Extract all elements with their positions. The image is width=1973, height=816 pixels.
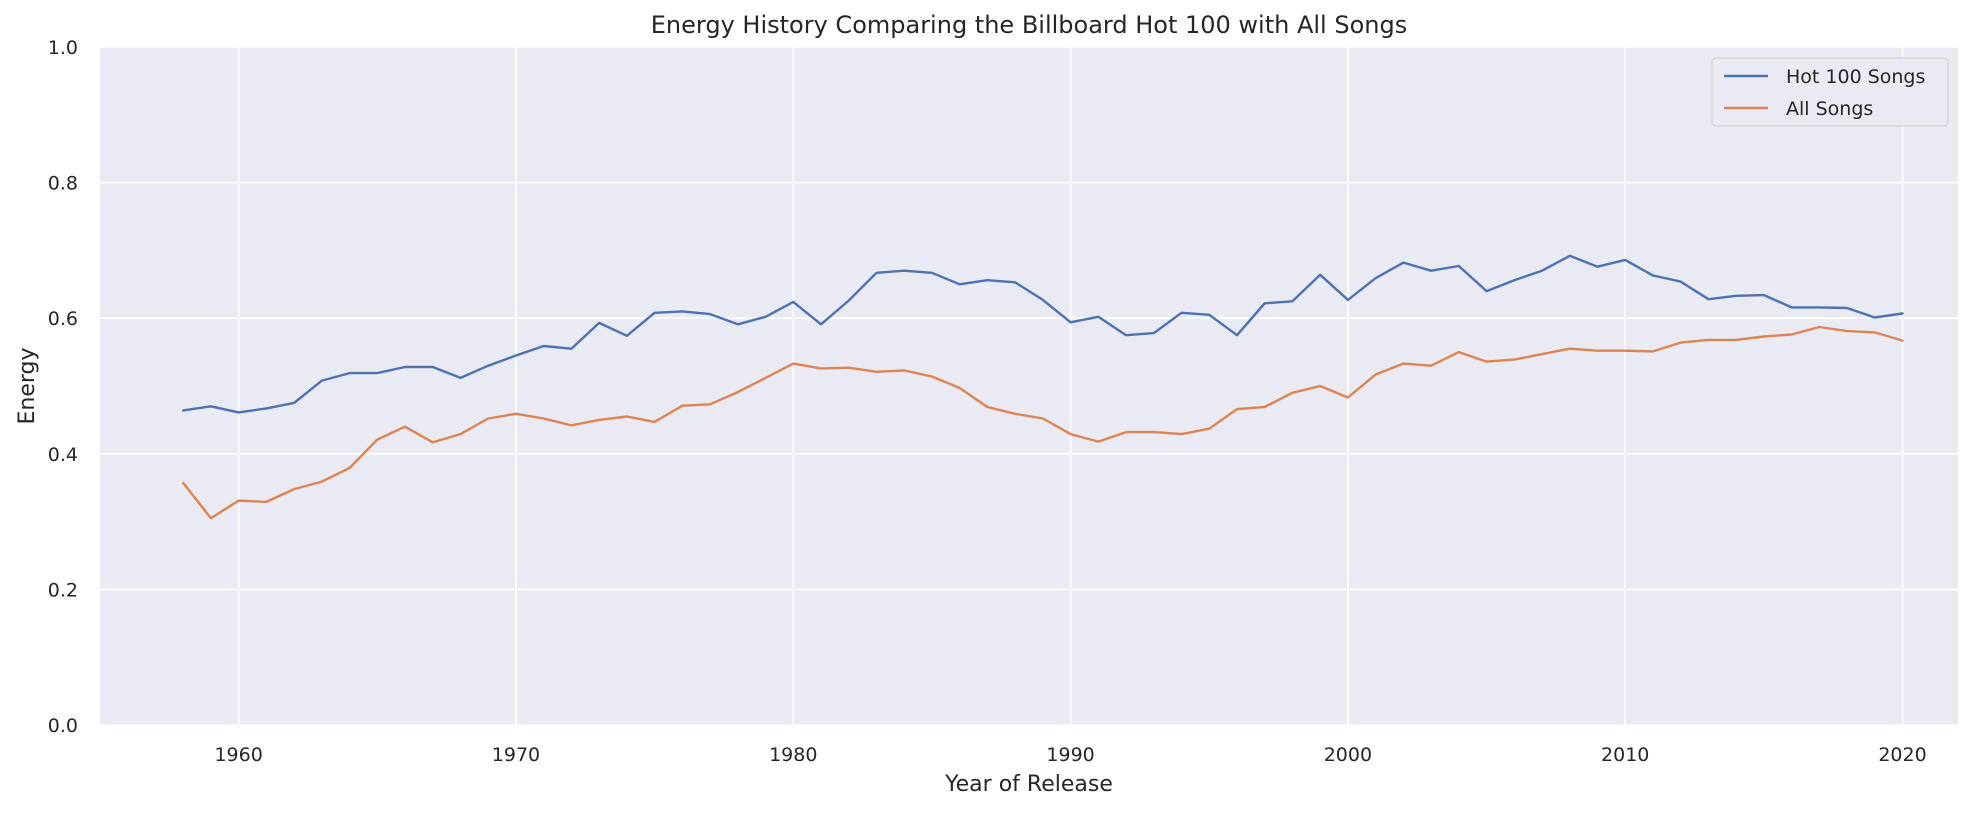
legend-box	[1711, 57, 1949, 127]
x-tick-label: 2000	[1324, 744, 1372, 766]
x-tick-label: 1970	[492, 744, 540, 766]
x-axis-ticks: 1960 1970 1980 1990 2000 2010 2020	[214, 744, 1926, 766]
series-lines	[181, 254, 1904, 520]
x-tick-label: 2010	[1601, 744, 1649, 766]
y-tick-label: 1.0	[48, 37, 78, 59]
grid-lines	[100, 46, 1958, 726]
y-tick-label: 0.6	[48, 308, 78, 330]
legend-label: All Songs	[1786, 98, 1873, 120]
series-line-hot-100-songs	[181, 254, 1904, 414]
legend-label: Hot 100 Songs	[1786, 66, 1925, 88]
y-axis-label: Energy	[15, 347, 40, 424]
y-tick-label: 0.4	[48, 444, 78, 466]
x-tick-label: 2020	[1878, 744, 1926, 766]
x-tick-label: 1980	[769, 744, 817, 766]
y-tick-label: 0.8	[48, 173, 78, 195]
y-tick-label: 0.0	[48, 715, 78, 737]
series-line-all-songs	[181, 325, 1904, 520]
x-tick-label: 1990	[1046, 744, 1094, 766]
y-tick-label: 0.2	[48, 579, 78, 601]
legend: Hot 100 Songs All Songs	[1711, 57, 1949, 127]
plot-area	[100, 47, 1958, 725]
x-axis-label: Year of Release	[944, 772, 1113, 797]
chart-title: Energy History Comparing the Billboard H…	[651, 11, 1407, 39]
y-axis-ticks: 0.0 0.2 0.4 0.6 0.8 1.0	[48, 37, 78, 737]
x-tick-label: 1960	[214, 744, 262, 766]
